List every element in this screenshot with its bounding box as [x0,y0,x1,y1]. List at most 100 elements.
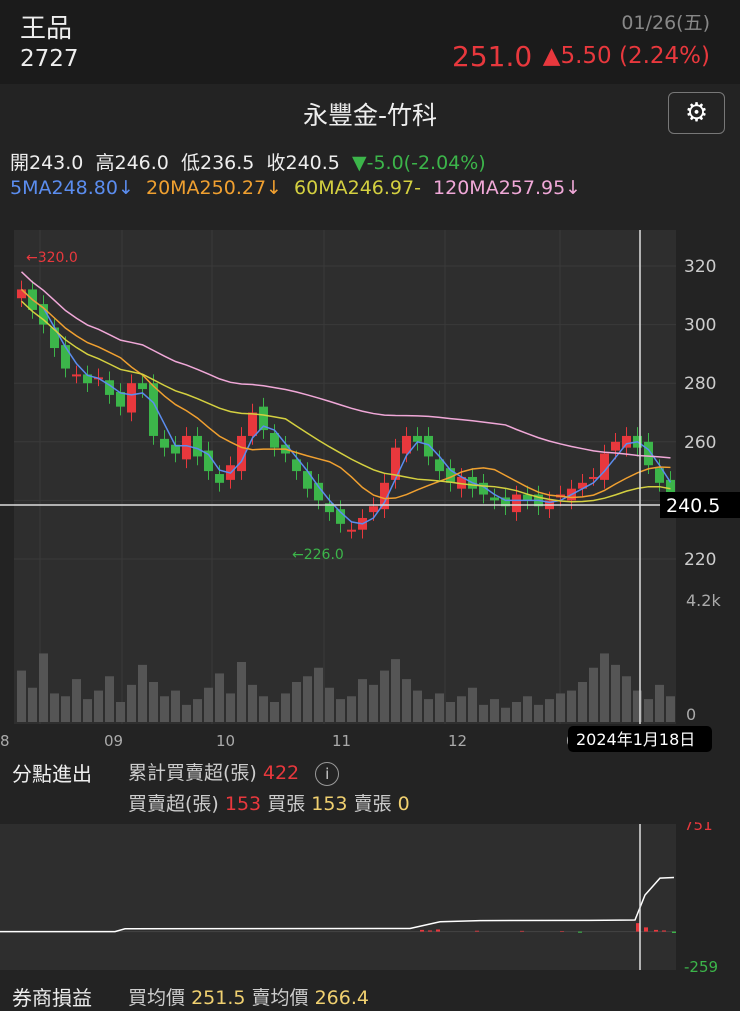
volume-bar [83,699,92,722]
volume-bar [633,690,642,722]
high-value: 高246.0 [95,152,169,174]
volume-bar [17,670,26,722]
volume-bar [380,670,389,722]
open-value: 開243.0 [10,152,84,174]
volume-bar [435,693,444,722]
candle-body [193,435,202,457]
volume-bar [336,699,345,722]
info-icon[interactable]: i [315,762,340,786]
candle-body [138,383,147,390]
volume-bar [116,702,125,722]
volume-bar [303,676,312,722]
min-label: ←226.0 [292,547,344,563]
candle-body [622,435,631,448]
ma120-line [20,271,671,459]
net-label: 買賣超(張) [128,793,219,815]
buy-avg-value: 251.5 [191,987,246,1009]
buy-avg-label: 買均價 [128,987,186,1009]
volume-bar [50,693,59,722]
candle-body [270,433,279,448]
volume-bar [171,690,180,722]
volume-bar [534,704,543,722]
candle-body [83,374,92,384]
candle-body [501,497,510,507]
net-bar [644,927,648,932]
candle-body [248,412,257,436]
close-value: 收240.5 [266,152,340,174]
volume-bar [490,699,499,722]
ma5-line [20,288,672,525]
volume-bar [105,676,114,722]
volume-bar [28,687,37,722]
volume-bar [358,679,367,722]
cumulative-line [0,876,675,933]
candle-body [655,468,664,483]
stock-code: 2727 [20,46,79,72]
candle-body [259,406,268,431]
sell-avg-label: 賣均價 [251,987,309,1009]
volume-bar [622,676,631,722]
pnl-label: 券商損益 [12,986,92,1010]
candle-body [589,476,598,479]
volume-bar [149,682,158,722]
ma120-value: 120MA257.95↓ [433,177,582,199]
ma-row: 5MA248.80↓ 20MA250.27↓ 60MA246.97- 120MA… [10,177,581,199]
candle-body [336,509,345,524]
price-change: ▲5.50 (2.24%) [542,43,710,69]
volume-bar [600,653,609,722]
candle-body [116,391,125,407]
net-bar [420,929,424,932]
candle-body [160,438,169,448]
candle-body [578,482,587,489]
last-price-tag [660,492,740,518]
price-chart[interactable]: 320 300 280 260 220 8 09 10 11 12 0 240.5 ←320.0 ←… [0,228,740,758]
broker-y-max: 751 [684,822,713,834]
volume-bar [556,693,565,722]
candle-body [215,474,224,483]
volume-bar [72,679,81,722]
buy-label: 買張 [267,793,306,815]
volume-bar [259,696,268,722]
volume-max-label: 4.2k [686,591,721,610]
volume-bar [523,696,532,722]
candle-body [171,444,180,454]
stock-name: 王品 [20,14,73,44]
ma60-line [20,300,671,503]
gear-icon: ⚙ [684,98,709,128]
broker-title: 永豐金-竹科 [302,101,438,130]
candle-body [347,529,356,532]
net-bar [654,929,658,932]
net-bar [520,930,524,932]
volume-bar [479,704,488,722]
candle-body [512,494,521,513]
sell-avg-value: 266.4 [314,987,369,1009]
net-row: 買賣超(張) 153 買張 153 賣張 0 [128,789,410,816]
candle-body [644,441,653,466]
volume-bar [182,704,191,722]
net-value: 153 [224,793,262,815]
broker-chart[interactable]: 751 -259 [0,822,740,972]
x-tick-label: 11 [332,732,351,750]
candle-body [424,435,433,457]
day-change: ▼-5.0(-2.04%) [352,152,486,174]
candle-body [105,380,114,395]
candle-body [149,383,158,436]
candle-body [39,304,48,325]
max-label: ←320.0 [26,250,78,266]
settings-button[interactable]: ⚙ [668,92,725,134]
ohlc-row: 開243.0 高246.0 低236.5 收240.5 ▼-5.0(-2.04%… [10,148,486,175]
candle-body [237,435,246,472]
y-tick-label: 300 [684,316,716,336]
ma60-value: 60MA246.97- [294,177,421,199]
cursor-date: 2024年1月18日 [576,730,695,749]
candle-body [204,450,213,472]
stock-header: 王品 2727 01/26(五) 251.0 ▲5.50 (2.24%) [0,0,740,84]
candle-body [325,503,334,513]
net-bar [578,931,582,933]
volume-bar [545,699,554,722]
candle-body [72,374,81,377]
volume-bar [589,667,598,722]
candle-body [666,479,675,499]
volume-bar [413,690,422,722]
volume-bar [61,696,70,722]
